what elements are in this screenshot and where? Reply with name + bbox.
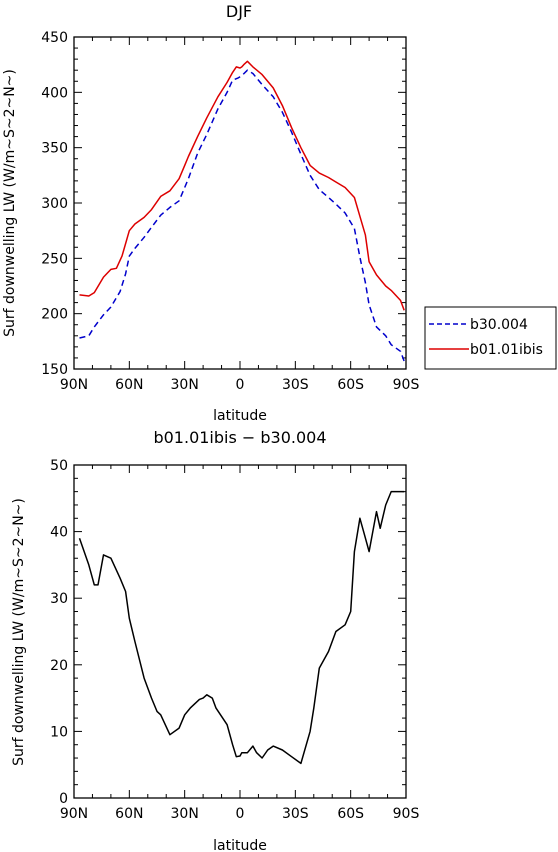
bottom-y-axis-label: Surf downwelling LW (W/m~S~2~N~): [11, 498, 27, 766]
top-series-line-b30-004: [80, 70, 405, 361]
top-x-tick-label: 90S: [393, 377, 420, 393]
bottom-y-tick-label: 10: [50, 724, 68, 740]
top-y-tick-label: 450: [41, 30, 68, 46]
bottom-y-tick-label: 50: [50, 458, 68, 474]
top-y-tick-label: 350: [41, 141, 68, 157]
top-x-tick-label: 0: [236, 377, 245, 393]
top-series-lines: [80, 61, 405, 361]
bottom-axis-ticks: 90N 60N 30N 0 30S 60S 90S 0 10 20 30 40 50: [50, 458, 419, 822]
top-panel: DJF Surf downwelling LW (W/m~S~2~N~) lat…: [2, 2, 419, 424]
bottom-x-tick-label: 60N: [115, 806, 143, 822]
top-y-tick-label: 200: [41, 307, 68, 323]
top-x-tick-label: 60S: [337, 377, 364, 393]
top-y-axis-label: Surf downwelling LW (W/m~S~2~N~): [2, 69, 18, 337]
legend-label-b01-01ibis: b01.01ibis: [470, 342, 543, 358]
bottom-x-tick-label: 90S: [393, 806, 420, 822]
bottom-x-axis-label: latitude: [213, 838, 267, 852]
top-chart-title: DJF: [226, 2, 252, 21]
bottom-x-tick-label: 30N: [171, 806, 199, 822]
bottom-x-tick-label: 30S: [282, 806, 309, 822]
top-y-tick-label: 150: [41, 362, 68, 378]
top-x-tick-label: 30N: [171, 377, 199, 393]
bottom-y-tick-label: 30: [50, 591, 68, 607]
bottom-series-lines: [80, 492, 405, 764]
top-x-tick-label: 30S: [282, 377, 309, 393]
bottom-x-tick-label: 90N: [60, 806, 88, 822]
legend-label-b30-004: b30.004: [470, 317, 528, 333]
top-y-tick-label: 400: [41, 85, 68, 101]
bottom-y-tick-label: 20: [50, 658, 68, 674]
top-series-line-b01-01ibis: [80, 61, 405, 310]
bottom-x-tick-label: 60S: [337, 806, 364, 822]
legend: b30.004 b01.01ibis: [425, 307, 556, 369]
bottom-x-tick-label: 0: [236, 806, 245, 822]
top-y-tick-label: 300: [41, 196, 68, 212]
top-x-axis-label: latitude: [213, 408, 267, 424]
top-y-tick-label: 250: [41, 251, 68, 267]
bottom-panel: b01.01ibis − b30.004 Surf downwelling LW…: [11, 428, 419, 852]
top-x-tick-label: 60N: [115, 377, 143, 393]
bottom-y-tick-label: 0: [59, 791, 68, 807]
bottom-series-line-0: [80, 492, 405, 764]
top-x-tick-label: 90N: [60, 377, 88, 393]
bottom-chart-title: b01.01ibis − b30.004: [153, 428, 326, 447]
bottom-plot-frame: [74, 465, 406, 798]
bottom-y-tick-label: 40: [50, 525, 68, 541]
